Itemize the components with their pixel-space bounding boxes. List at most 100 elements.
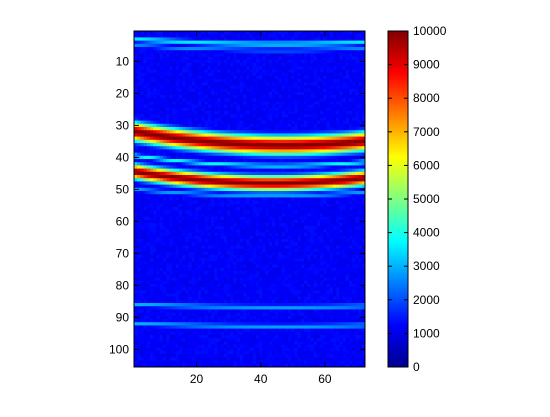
heatmap-cell: [223, 354, 228, 358]
heatmap-cell: [207, 168, 212, 173]
heatmap-cell: [246, 235, 250, 240]
heatmap-cell: [268, 187, 273, 192]
heatmap-cell: [162, 117, 167, 121]
heatmap-cell: [162, 341, 167, 345]
heatmap-cell: [150, 223, 154, 227]
heatmap-cell: [217, 239, 222, 243]
heatmap-cell: [262, 203, 266, 208]
heatmap-cell: [275, 191, 279, 195]
heatmap-cell: [191, 98, 196, 102]
heatmap-cell: [201, 264, 205, 269]
heatmap-cell: [169, 79, 173, 83]
heatmap-cell: [194, 322, 199, 326]
heatmap-cell: [188, 40, 193, 45]
heatmap-cell: [188, 363, 193, 368]
heatmap-cell: [217, 261, 222, 265]
heatmap-cell: [143, 82, 148, 86]
heatmap-cell: [207, 104, 212, 109]
heatmap-cell: [255, 235, 260, 240]
heatmap-cell: [236, 328, 241, 333]
heatmap-cell: [159, 117, 164, 121]
heatmap-cell: [214, 274, 218, 278]
heatmap-cell: [137, 357, 141, 361]
heatmap-cell: [182, 75, 186, 80]
heatmap-cell: [223, 322, 228, 326]
heatmap-cell: [140, 280, 145, 285]
heatmap-cell: [275, 293, 279, 297]
heatmap-cell: [220, 95, 225, 99]
heatmap-cell: [178, 245, 183, 249]
heatmap-cell: [239, 91, 244, 96]
heatmap-cell: [182, 56, 186, 61]
heatmap-cell: [227, 213, 231, 217]
heatmap-cell: [191, 165, 196, 169]
heatmap-cell: [220, 34, 225, 38]
heatmap-cell: [239, 75, 244, 80]
heatmap-cell: [233, 328, 238, 333]
heatmap-cell: [143, 210, 148, 214]
heatmap-cell: [153, 232, 157, 237]
heatmap-cell: [262, 210, 266, 214]
heatmap-cell: [156, 258, 161, 262]
heatmap-cell: [169, 175, 173, 179]
heatmap-cell: [246, 226, 250, 230]
heatmap-cell: [162, 34, 167, 38]
heatmap-cell: [233, 251, 238, 256]
heatmap-cell: [162, 43, 167, 48]
heatmap-cell: [211, 85, 215, 89]
heatmap-cell: [201, 159, 205, 163]
heatmap-cell: [252, 47, 257, 51]
heatmap-cell: [143, 162, 148, 166]
heatmap-cell: [265, 226, 270, 230]
heatmap-cell: [259, 82, 263, 86]
heatmap-cell: [143, 175, 148, 179]
heatmap-cell: [169, 130, 173, 134]
heatmap-cell: [169, 219, 173, 224]
heatmap-cell: [162, 210, 167, 214]
heatmap-cell: [162, 40, 167, 45]
heatmap-cell: [252, 312, 257, 317]
heatmap-cell: [268, 184, 273, 189]
heatmap-cell: [239, 290, 244, 294]
heatmap-cell: [169, 187, 173, 192]
heatmap-cell: [243, 248, 247, 253]
heatmap-cell: [211, 235, 215, 240]
heatmap-cell: [162, 219, 167, 224]
heatmap-cell: [159, 127, 164, 131]
heatmap-cell: [211, 264, 215, 269]
heatmap-cell: [255, 360, 260, 365]
heatmap-cell: [239, 338, 244, 342]
heatmap-cell: [166, 255, 170, 259]
heatmap-cell: [137, 123, 141, 128]
heatmap-cell: [262, 53, 266, 57]
heatmap-cell: [233, 85, 238, 89]
heatmap-cell: [227, 72, 231, 77]
heatmap-cell: [194, 53, 199, 57]
heatmap-cell: [188, 50, 193, 54]
heatmap-cell: [207, 165, 212, 169]
heatmap-cell: [156, 274, 161, 278]
heatmap-cell: [137, 56, 141, 61]
heatmap-cell: [169, 335, 173, 339]
heatmap-cell: [178, 357, 183, 361]
heatmap-cell: [214, 130, 218, 134]
heatmap-cell: [175, 107, 180, 112]
heatmap-cell: [214, 187, 218, 192]
heatmap-cell: [140, 354, 145, 358]
heatmap-cell: [166, 139, 170, 144]
heatmap-cell: [265, 328, 270, 333]
heatmap-cell: [227, 181, 231, 185]
heatmap-cell: [146, 251, 151, 256]
heatmap-cell: [259, 226, 263, 230]
heatmap-cell: [143, 271, 148, 275]
heatmap-cell: [265, 149, 270, 153]
heatmap-cell: [162, 159, 167, 163]
heatmap-cell: [265, 165, 270, 169]
heatmap-cell: [172, 152, 177, 157]
heatmap-cell: [281, 114, 286, 118]
heatmap-cell: [182, 152, 186, 157]
heatmap-cell: [201, 72, 205, 77]
heatmap-cell: [281, 216, 286, 221]
heatmap-cell: [259, 47, 263, 51]
heatmap-cell: [204, 354, 209, 358]
